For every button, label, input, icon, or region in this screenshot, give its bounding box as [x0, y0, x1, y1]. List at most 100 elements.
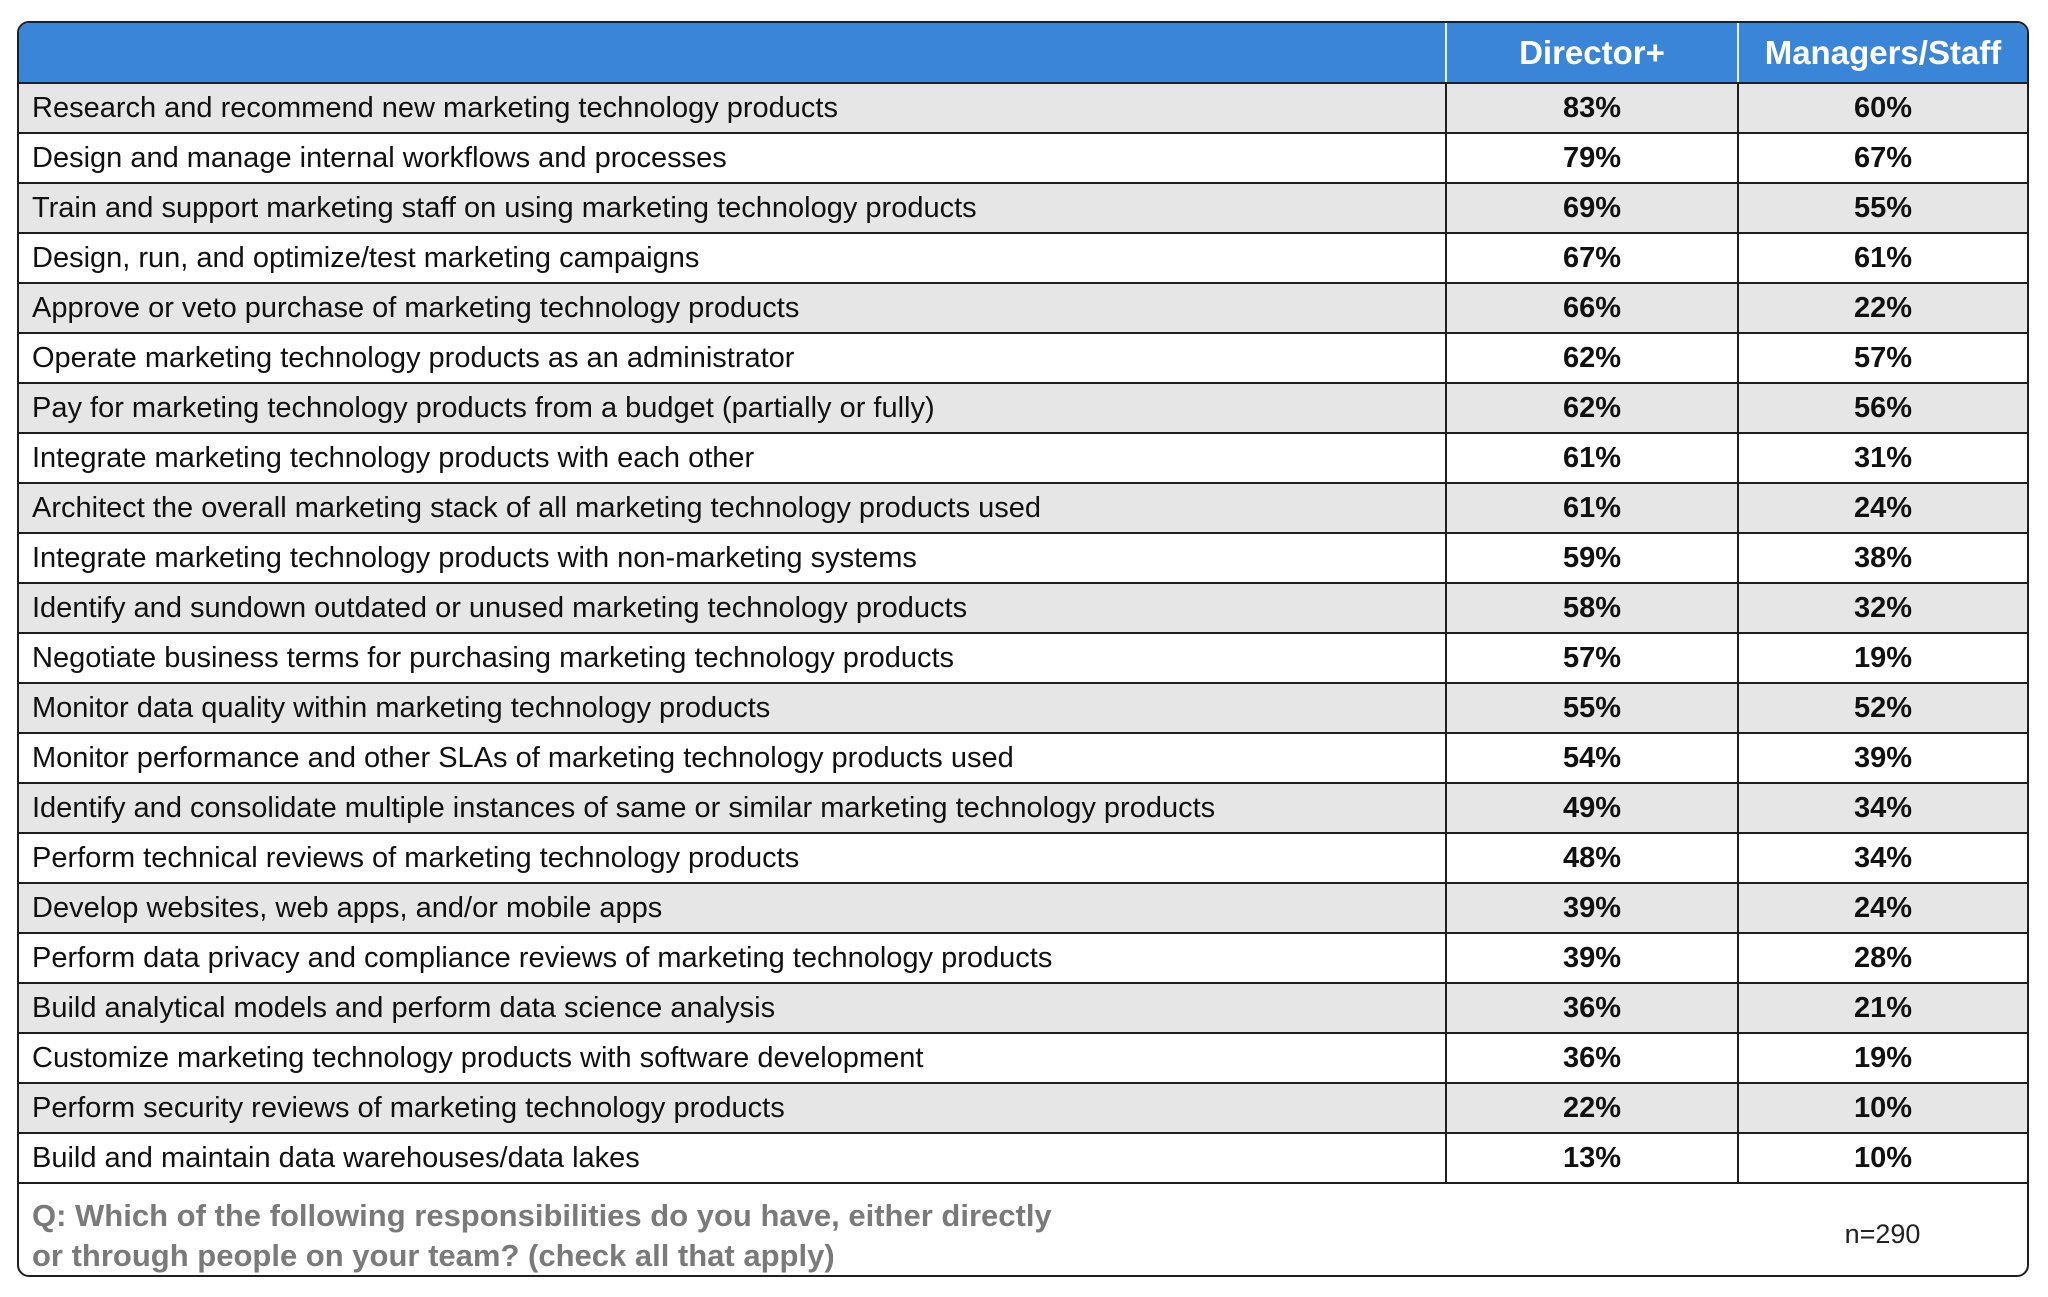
- row-label: Negotiate business terms for purchasing …: [19, 633, 1446, 684]
- row-label: Architect the overall marketing stack of…: [19, 483, 1446, 534]
- table-row: Monitor data quality within marketing te…: [19, 683, 2027, 734]
- managers-staff-value: 21%: [1737, 983, 2027, 1034]
- managers-staff-value: 56%: [1737, 383, 2027, 434]
- row-label: Design and manage internal workflows and…: [19, 133, 1446, 184]
- managers-staff-value: 32%: [1737, 583, 2027, 634]
- table-row: Negotiate business terms for purchasing …: [19, 633, 2027, 684]
- row-label: Identify and sundown outdated or unused …: [19, 583, 1446, 634]
- table-row: Identify and consolidate multiple instan…: [19, 783, 2027, 834]
- managers-staff-value: 24%: [1737, 883, 2027, 934]
- director-value: 49%: [1445, 783, 1738, 834]
- row-label: Research and recommend new marketing tec…: [19, 83, 1446, 134]
- managers-staff-value: 10%: [1737, 1133, 2027, 1184]
- survey-question: Q: Which of the following responsibiliti…: [32, 1196, 1232, 1275]
- row-label: Perform security reviews of marketing te…: [19, 1083, 1446, 1134]
- row-label: Operate marketing technology products as…: [19, 333, 1446, 384]
- table-row: Research and recommend new marketing tec…: [19, 83, 2027, 134]
- table-body: Research and recommend new marketing tec…: [19, 83, 2027, 1184]
- table-row: Build and maintain data warehouses/data …: [19, 1133, 2027, 1184]
- director-value: 55%: [1445, 683, 1738, 734]
- director-value: 61%: [1445, 483, 1738, 534]
- director-value: 67%: [1445, 233, 1738, 284]
- header-managers-staff: Managers/Staff: [1737, 23, 2027, 84]
- director-value: 66%: [1445, 283, 1738, 334]
- row-label: Integrate marketing technology products …: [19, 533, 1446, 584]
- row-label: Identify and consolidate multiple instan…: [19, 783, 1446, 834]
- table-row: Perform data privacy and compliance revi…: [19, 933, 2027, 984]
- table-row: Build analytical models and perform data…: [19, 983, 2027, 1034]
- row-label: Pay for marketing technology products fr…: [19, 383, 1446, 434]
- row-label: Train and support marketing staff on usi…: [19, 183, 1446, 234]
- table-row: Design and manage internal workflows and…: [19, 133, 2027, 184]
- managers-staff-value: 24%: [1737, 483, 2027, 534]
- table-row: Identify and sundown outdated or unused …: [19, 583, 2027, 634]
- director-value: 39%: [1445, 933, 1738, 984]
- sample-size: n=290: [1844, 1218, 1921, 1249]
- table-row: Architect the overall marketing stack of…: [19, 483, 2027, 534]
- responsibilities-table-frame: Director+ Managers/Staff Research and re…: [17, 21, 2029, 1277]
- table-row: Develop websites, web apps, and/or mobil…: [19, 883, 2027, 934]
- table-row: Approve or veto purchase of marketing te…: [19, 283, 2027, 334]
- managers-staff-value: 38%: [1737, 533, 2027, 584]
- managers-staff-value: 10%: [1737, 1083, 2027, 1134]
- director-value: 39%: [1445, 883, 1738, 934]
- director-value: 83%: [1445, 83, 1738, 134]
- managers-staff-value: 67%: [1737, 133, 2027, 184]
- header-director: Director+: [1445, 23, 1738, 84]
- director-value: 22%: [1445, 1083, 1738, 1134]
- managers-staff-value: 19%: [1737, 1033, 2027, 1084]
- row-label: Monitor data quality within marketing te…: [19, 683, 1446, 734]
- director-value: 57%: [1445, 633, 1738, 684]
- row-label: Develop websites, web apps, and/or mobil…: [19, 883, 1446, 934]
- managers-staff-value: 39%: [1737, 733, 2027, 784]
- managers-staff-value: 28%: [1737, 933, 2027, 984]
- header-blank-cell: [19, 23, 1446, 84]
- director-value: 62%: [1445, 333, 1738, 384]
- row-label: Perform technical reviews of marketing t…: [19, 833, 1446, 884]
- survey-question-line-2: or through people on your team? (check a…: [32, 1238, 835, 1273]
- table-header-row: Director+ Managers/Staff: [19, 23, 2027, 84]
- row-label: Integrate marketing technology products …: [19, 433, 1446, 484]
- row-label: Customize marketing technology products …: [19, 1033, 1446, 1084]
- director-value: 54%: [1445, 733, 1738, 784]
- director-value: 79%: [1445, 133, 1738, 184]
- managers-staff-value: 19%: [1737, 633, 2027, 684]
- director-value: 48%: [1445, 833, 1738, 884]
- managers-staff-value: 55%: [1737, 183, 2027, 234]
- director-value: 13%: [1445, 1133, 1738, 1184]
- table-row: Customize marketing technology products …: [19, 1033, 2027, 1084]
- table-row: Integrate marketing technology products …: [19, 533, 2027, 584]
- table-footer: Q: Which of the following responsibiliti…: [19, 1184, 2027, 1275]
- director-value: 36%: [1445, 983, 1738, 1034]
- managers-staff-value: 31%: [1737, 433, 2027, 484]
- table-row: Operate marketing technology products as…: [19, 333, 2027, 384]
- table-row: Perform technical reviews of marketing t…: [19, 833, 2027, 884]
- managers-staff-value: 60%: [1737, 83, 2027, 134]
- table-row: Pay for marketing technology products fr…: [19, 383, 2027, 434]
- managers-staff-value: 34%: [1737, 833, 2027, 884]
- row-label: Design, run, and optimize/test marketing…: [19, 233, 1446, 284]
- row-label: Build analytical models and perform data…: [19, 983, 1446, 1034]
- director-value: 36%: [1445, 1033, 1738, 1084]
- table-row: Monitor performance and other SLAs of ma…: [19, 733, 2027, 784]
- director-value: 62%: [1445, 383, 1738, 434]
- survey-question-line-1: Q: Which of the following responsibiliti…: [32, 1198, 1052, 1233]
- director-value: 58%: [1445, 583, 1738, 634]
- director-value: 69%: [1445, 183, 1738, 234]
- row-label: Approve or veto purchase of marketing te…: [19, 283, 1446, 334]
- responsibilities-table: Director+ Managers/Staff Research and re…: [19, 23, 2027, 1184]
- director-value: 61%: [1445, 433, 1738, 484]
- table-row: Integrate marketing technology products …: [19, 433, 2027, 484]
- table-row: Design, run, and optimize/test marketing…: [19, 233, 2027, 284]
- row-label: Perform data privacy and compliance revi…: [19, 933, 1446, 984]
- managers-staff-value: 61%: [1737, 233, 2027, 284]
- row-label: Build and maintain data warehouses/data …: [19, 1133, 1446, 1184]
- row-label: Monitor performance and other SLAs of ma…: [19, 733, 1446, 784]
- director-value: 59%: [1445, 533, 1738, 584]
- managers-staff-value: 34%: [1737, 783, 2027, 834]
- managers-staff-value: 22%: [1737, 283, 2027, 334]
- managers-staff-value: 52%: [1737, 683, 2027, 734]
- table-row: Perform security reviews of marketing te…: [19, 1083, 2027, 1134]
- table-row: Train and support marketing staff on usi…: [19, 183, 2027, 234]
- managers-staff-value: 57%: [1737, 333, 2027, 384]
